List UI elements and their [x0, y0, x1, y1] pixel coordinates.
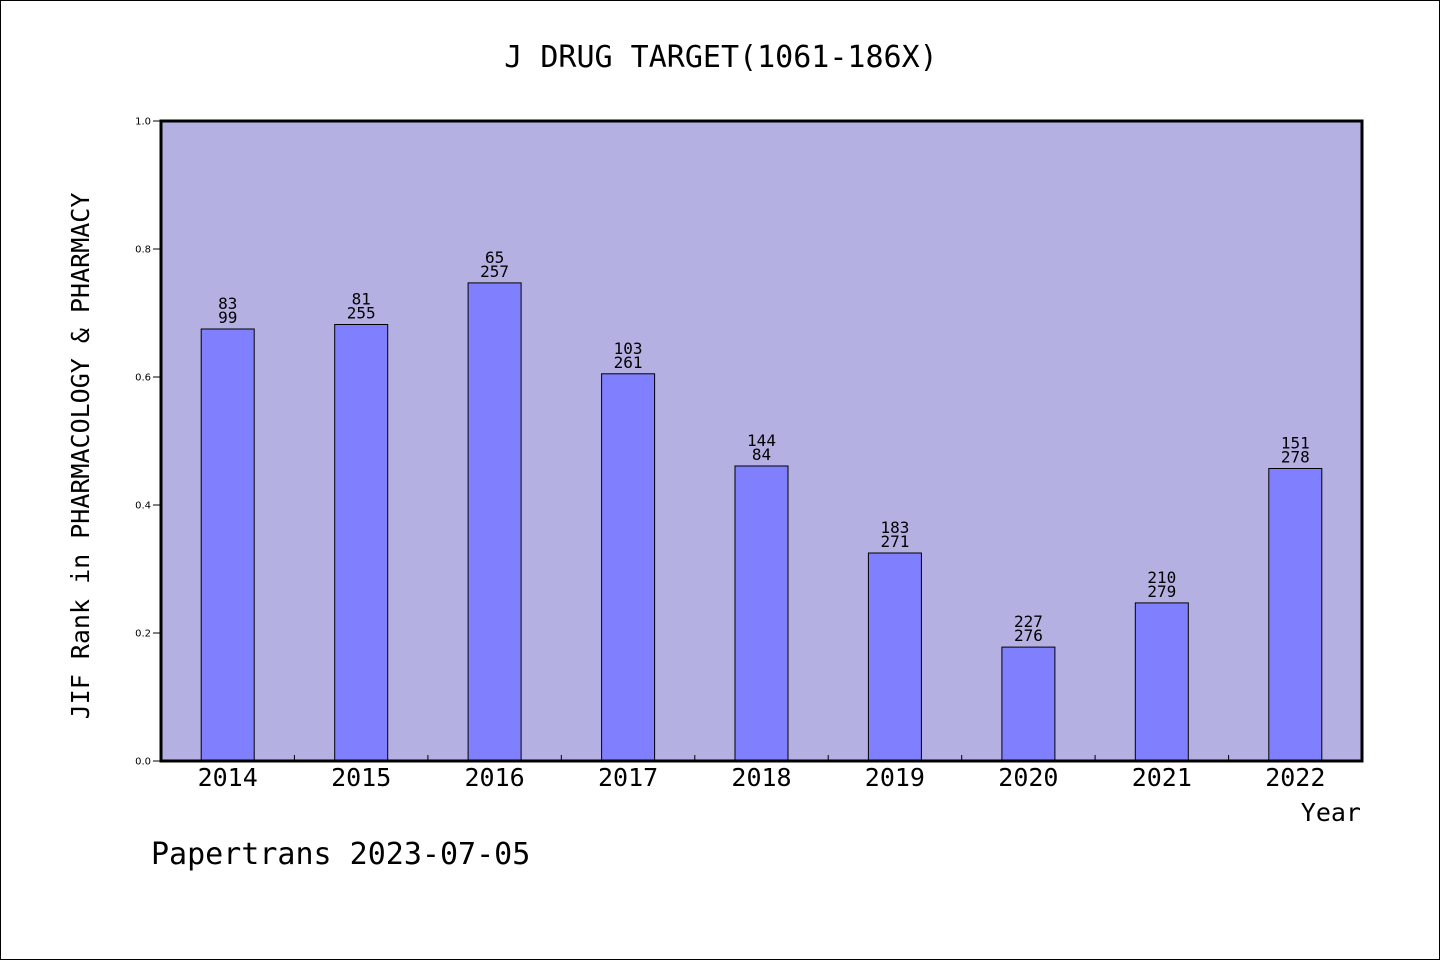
y-tick-label: 0.0: [135, 757, 151, 768]
bar-total-label-2020: 276: [1014, 626, 1043, 645]
y-tick-label: 0.4: [135, 501, 151, 512]
axis-ticks-group: 2014 2015 2016 2017 2018 2019 2020 2021 2022 0.0 0…: [135, 117, 1325, 793]
y-tick-label: 0.8: [135, 245, 151, 256]
bar-total-label-2015: 255: [347, 304, 376, 323]
bar-total-label-2018: 84: [752, 445, 771, 464]
x-tick-label-2020: 2020: [998, 763, 1058, 792]
bar-2015: [334, 324, 389, 762]
plot-border: [159, 119, 1364, 763]
bar-rank-label-2018: 144: [747, 431, 776, 450]
bar-rank-label-2016: 65: [485, 248, 504, 267]
x-tick-label-2017: 2017: [598, 763, 658, 792]
bar-rank-label-2020: 227: [1014, 612, 1043, 631]
chart-title: J DRUG TARGET(1061-186X): [504, 40, 937, 75]
y-tick-label: 0.6: [135, 373, 151, 384]
bar-total-label-2017: 261: [614, 353, 643, 372]
bar-2016: [467, 282, 522, 762]
bar-rank-label-2022: 151: [1281, 434, 1310, 453]
x-axis-label: Year: [1301, 798, 1361, 827]
x-tick-label-2019: 2019: [865, 763, 925, 792]
y-tick-label: 0.2: [135, 629, 151, 640]
x-tick-label-2016: 2016: [464, 763, 524, 792]
bar-rank-label-2021: 210: [1147, 568, 1176, 587]
bar-total-label-2014: 99: [218, 308, 237, 327]
bar-2021: [1134, 602, 1189, 762]
bar-2017: [601, 373, 656, 762]
bar-rank-label-2014: 83: [218, 294, 237, 313]
bar-2019: [867, 552, 922, 762]
bar-rank-label-2017: 103: [614, 339, 643, 358]
y-axis-label: JIF Rank in PHARMACOLOGY & PHARMACY: [66, 193, 95, 720]
bar-2022: [1268, 468, 1323, 762]
bar-total-label-2019: 271: [880, 532, 909, 551]
y-tick-label: 1.0: [135, 117, 151, 128]
bar-total-label-2021: 279: [1147, 582, 1176, 601]
bar-total-label-2016: 257: [480, 262, 509, 281]
footer-source-date: Papertrans 2023-07-05: [151, 837, 530, 872]
x-tick-label-2014: 2014: [198, 763, 258, 792]
bar-2014: [200, 328, 255, 762]
bar-rank-label-2015: 81: [352, 290, 371, 309]
x-tick-label-2015: 2015: [331, 763, 391, 792]
x-tick-label-2022: 2022: [1265, 763, 1325, 792]
x-tick-label-2021: 2021: [1132, 763, 1192, 792]
x-tick-label-2018: 2018: [731, 763, 791, 792]
bar-2020: [1001, 646, 1056, 762]
bar-total-label-2022: 278: [1281, 448, 1310, 467]
bar-2018: [734, 465, 789, 762]
bar-rank-label-2019: 183: [880, 518, 909, 537]
